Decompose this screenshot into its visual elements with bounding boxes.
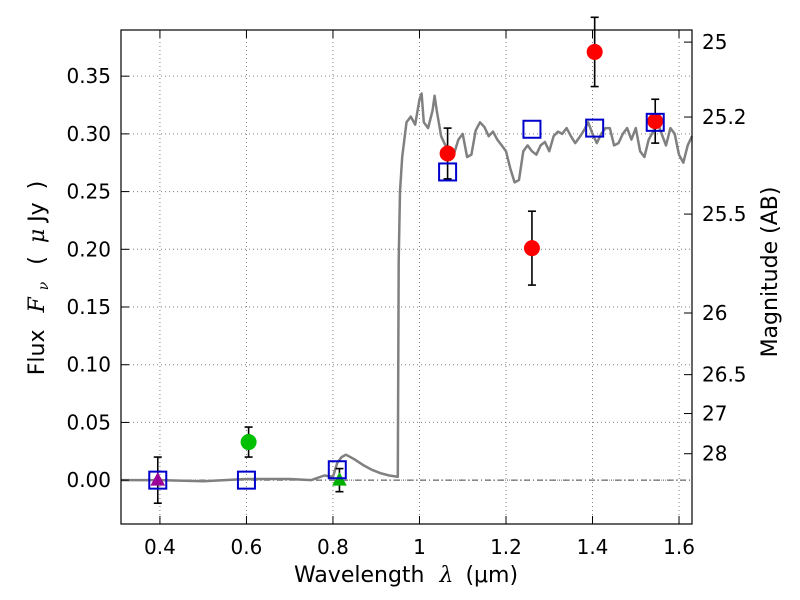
data-point	[523, 240, 540, 257]
error-bars	[153, 16, 660, 505]
model-band-marker	[327, 460, 347, 480]
x-axis-label: Wavelength λ (μm)	[294, 563, 518, 588]
y-tick-label: 0.05	[66, 410, 111, 434]
plot-frame	[120, 29, 693, 525]
y-tick-label: 0.15	[66, 295, 111, 319]
x-axis-label-unit: (μm)	[465, 563, 518, 588]
x-tick-labels: 0.4 0.6 0.8 1 1.2 1.4 1.6	[144, 535, 695, 559]
y2-tick-label: 26	[702, 301, 727, 325]
model-band-marker	[522, 119, 542, 139]
y-tick-label: 0.35	[66, 64, 111, 88]
grid	[121, 30, 692, 524]
y2-axis-label: Magnitude (AB)	[758, 187, 783, 358]
y2-tick-label: 25	[702, 30, 727, 54]
y-tick-label: 0.30	[66, 122, 111, 146]
y-axis-label-sub: ν	[36, 281, 52, 290]
x-axis-label-symbol: λ	[438, 563, 453, 588]
y2-tick-label: 25.5	[702, 202, 747, 226]
data-markers	[148, 43, 665, 490]
model-band-marker	[236, 470, 256, 490]
x-axis-label-text: Wavelength	[294, 563, 425, 588]
model-band-marker	[438, 162, 458, 182]
x-tick-label: 0.6	[231, 535, 263, 559]
y-axis-label-mu: μ	[25, 229, 50, 243]
y-axis-label: Flux F ν ( μ Jy )	[25, 181, 54, 376]
x-tick-label: 1.6	[663, 535, 695, 559]
x-tick-label: 1	[413, 535, 426, 559]
x-tick-label: 0.8	[317, 535, 349, 559]
model-band-marker	[585, 118, 605, 138]
y-tick-label: 0.20	[66, 237, 111, 261]
y-axis-label-unit: Jy	[25, 202, 50, 224]
y2-tick-label: 25.2	[702, 105, 747, 129]
data-point	[586, 43, 603, 60]
y-axis-label-text: Flux	[25, 330, 50, 376]
y-tick-label: 0.00	[66, 468, 111, 492]
y-tick-label: 0.25	[66, 180, 111, 204]
x-tick-label: 0.4	[144, 535, 176, 559]
y-tick-label: 0.10	[66, 353, 111, 377]
y-axis-label-close: )	[25, 181, 50, 190]
y-axis-label-symbol: F	[25, 297, 50, 314]
model-band-marker	[645, 112, 665, 132]
x-tick-label: 1.2	[490, 535, 522, 559]
y-tick-labels: 0.00 0.05 0.10 0.15 0.20 0.25 0.30 0.35	[66, 64, 111, 492]
y2-tick-label: 28	[702, 442, 727, 466]
y-axis-label-open: (	[25, 256, 50, 265]
y2-tick-labels: 25 25.2 25.5 26 26.5 27 28	[702, 30, 747, 466]
y2-tick-label: 27	[702, 402, 727, 426]
data-point	[647, 113, 664, 130]
x-tick-label: 1.4	[577, 535, 609, 559]
data-point	[240, 434, 257, 451]
tick-marks	[121, 30, 692, 524]
model-band-marker	[148, 470, 168, 490]
model-spectrum-line	[121, 92, 694, 483]
model-spectrum	[121, 92, 694, 483]
y2-tick-label: 26.5	[702, 363, 747, 387]
data-point	[439, 145, 456, 162]
upper-limit-marker	[150, 472, 166, 486]
